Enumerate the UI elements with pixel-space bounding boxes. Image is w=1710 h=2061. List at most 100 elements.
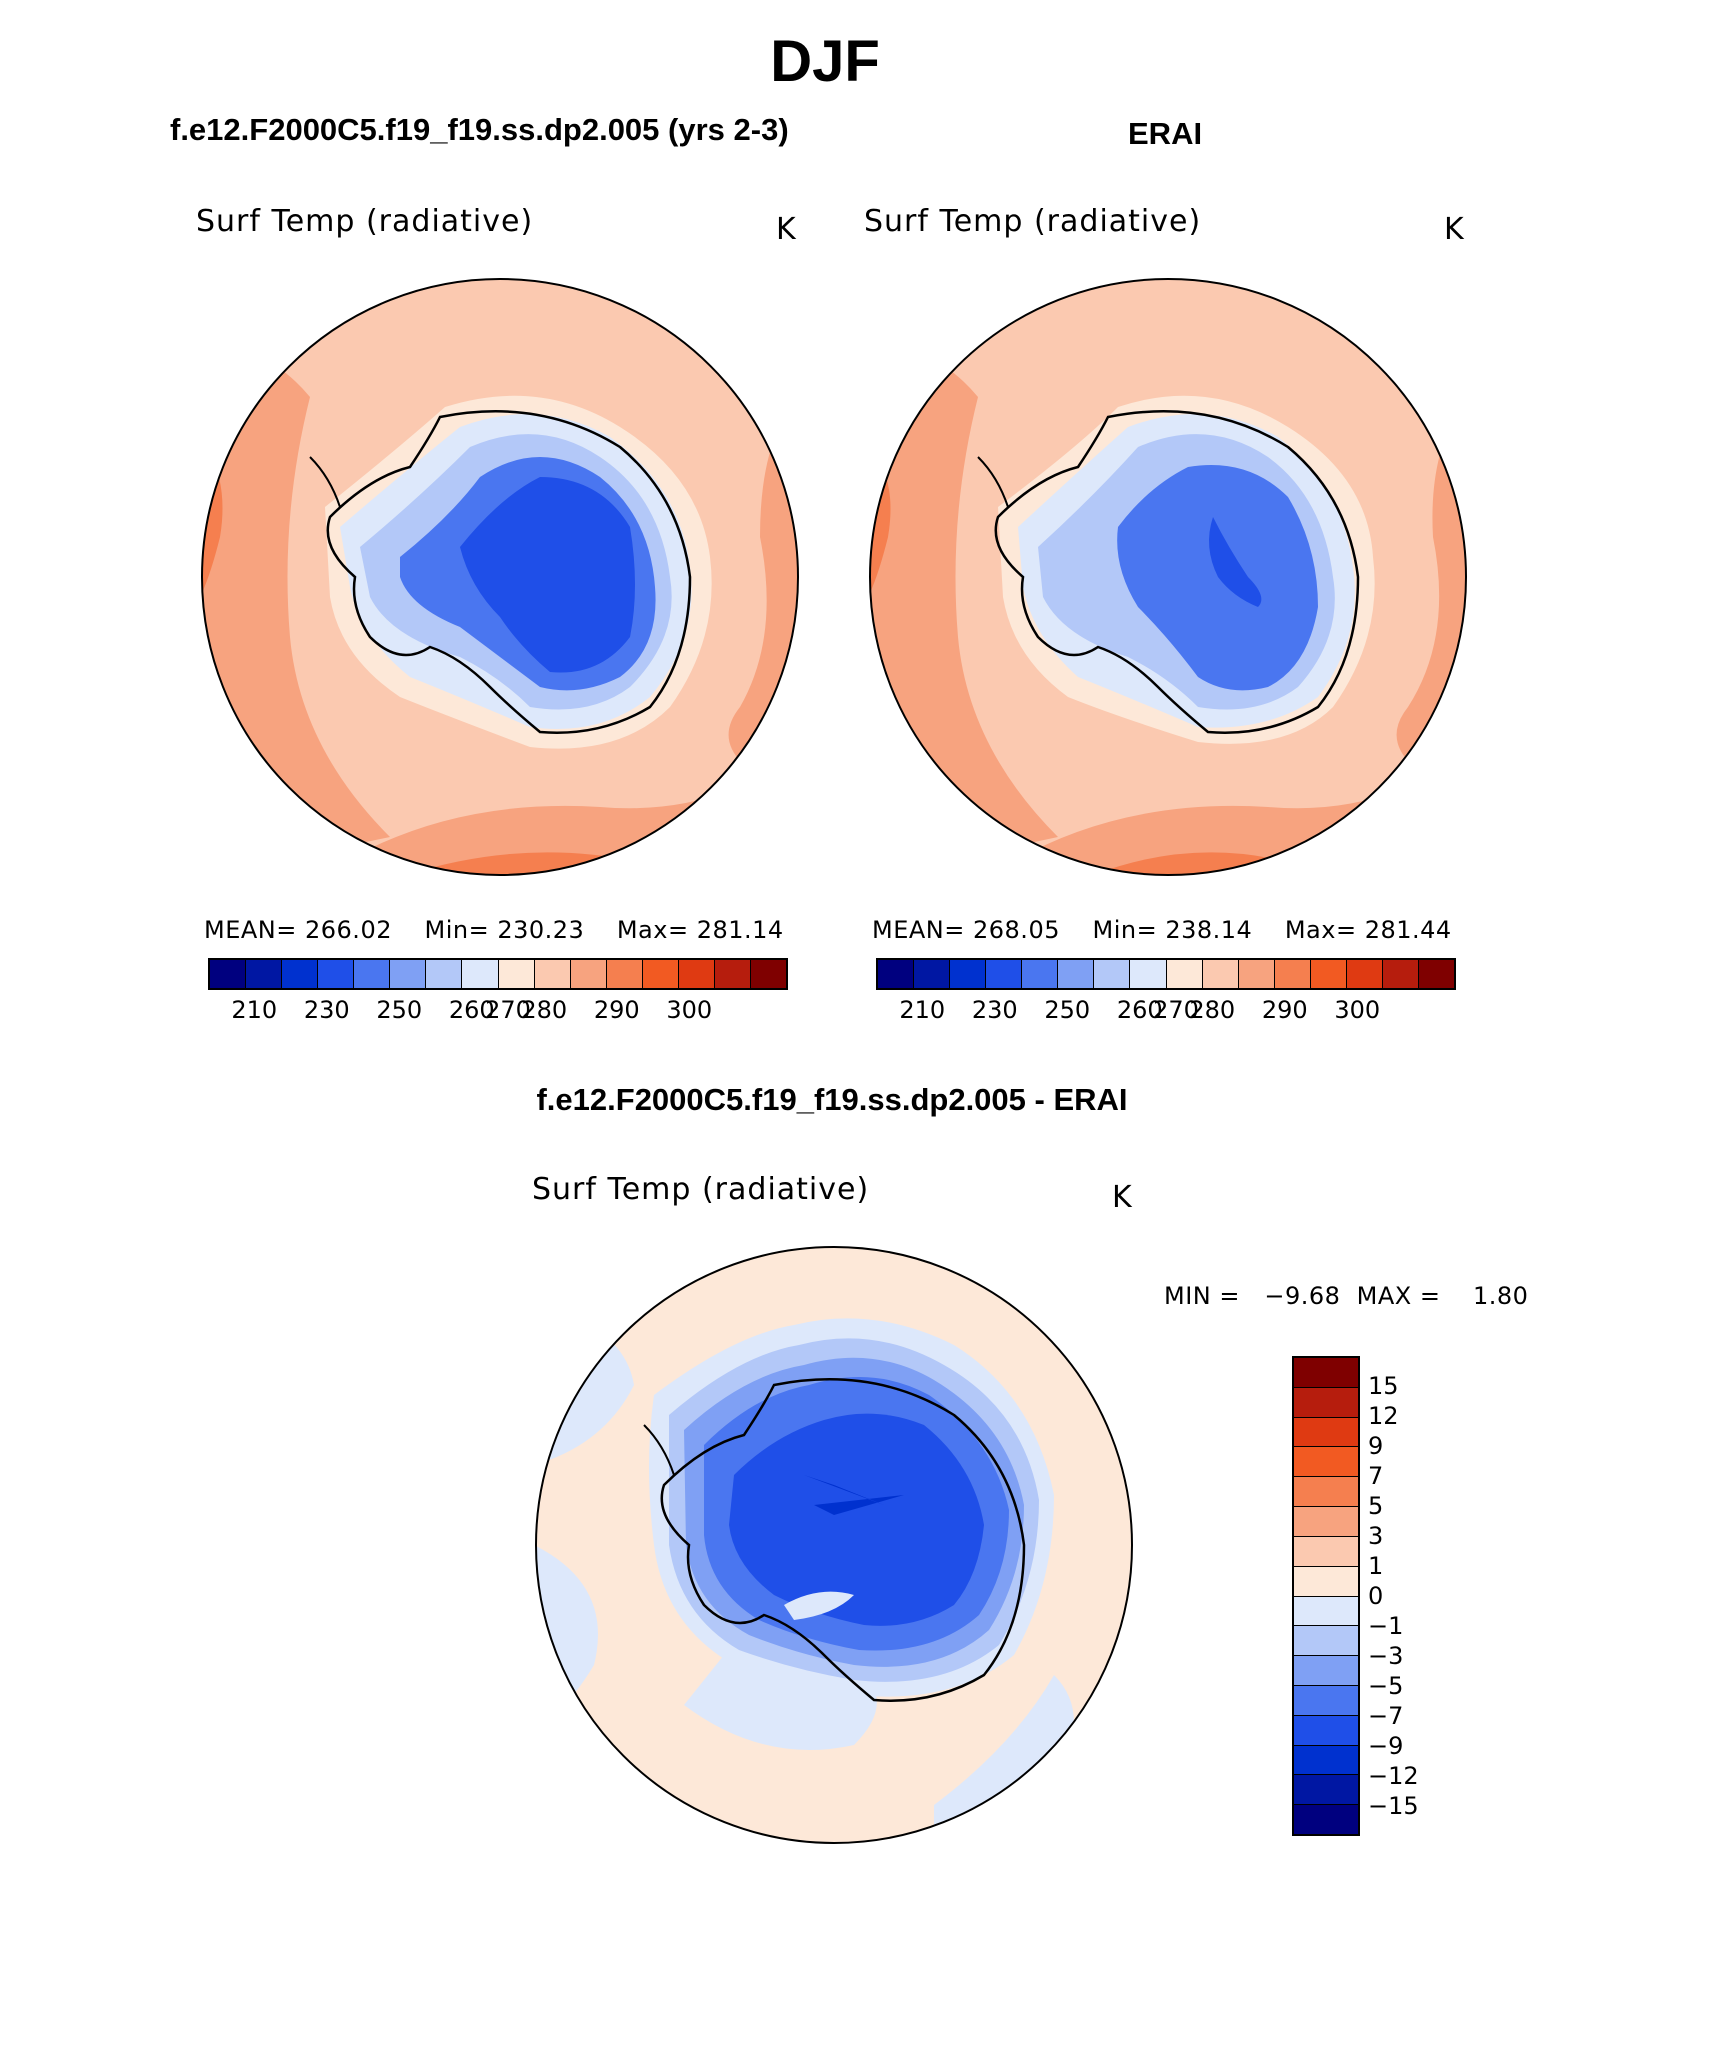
colorbar-swatch (1294, 1775, 1358, 1806)
panel-2-field-label: Surf Temp (radiative) (864, 204, 1202, 239)
colorbar-tick-label: 290 (593, 996, 640, 1024)
colorbar-swatch (498, 960, 535, 988)
colorbar-tick-label: 5 (1368, 1492, 1384, 1520)
colorbar-tick-label: −7 (1368, 1702, 1404, 1730)
colorbar-tick-label: 290 (1261, 996, 1308, 1024)
panel-1-colorbar (208, 958, 788, 990)
colorbar-swatch (246, 960, 283, 988)
colorbar-swatch (1294, 1745, 1358, 1776)
colorbar-swatch (714, 960, 751, 988)
diff-title: f.e12.F2000C5.f19_f19.ss.dp2.005 - ERAI (536, 1082, 1128, 1117)
colorbar-tick-label: 280 (1189, 996, 1236, 1024)
panel-1-min-label: Min= (424, 916, 490, 944)
colorbar-tick-label: 210 (231, 996, 278, 1024)
colorbar-swatch (1382, 960, 1419, 988)
colorbar-swatch (354, 960, 391, 988)
panel-1-mean-value: 266.02 (305, 916, 392, 944)
colorbar-tick-label: 3 (1368, 1522, 1384, 1550)
colorbar-tick-label: −3 (1368, 1642, 1404, 1670)
colorbar-swatch (426, 960, 463, 988)
colorbar-tick-label: 270 (485, 996, 531, 1024)
colorbar-tick-label: 12 (1368, 1402, 1399, 1430)
colorbar-swatch (1294, 1715, 1358, 1746)
colorbar-swatch (1022, 960, 1059, 988)
colorbar-swatch (1238, 960, 1275, 988)
colorbar-swatch (1294, 1685, 1358, 1716)
panel-1-units: K (776, 212, 797, 247)
colorbar-swatch (1294, 1805, 1358, 1834)
panel-2-stats: MEAN= 268.05 Min= 238.14 Max= 281.44 (872, 916, 1452, 944)
diff-colorbar (1292, 1356, 1360, 1836)
colorbar-swatch (1058, 960, 1095, 988)
panel-1-field-label: Surf Temp (radiative) (196, 204, 534, 239)
colorbar-swatch (950, 960, 987, 988)
colorbar-swatch (1166, 960, 1203, 988)
colorbar-swatch (986, 960, 1023, 988)
colorbar-tick-label: 260 (448, 996, 495, 1024)
colorbar-swatch (1294, 1536, 1358, 1567)
colorbar-swatch (1294, 1447, 1358, 1478)
colorbar-tick-label: 270 (1153, 996, 1199, 1024)
colorbar-swatch (282, 960, 319, 988)
colorbar-swatch (1294, 1417, 1358, 1448)
colorbar-tick-label: −9 (1368, 1732, 1404, 1760)
map-difference-south-pole (535, 1246, 1133, 1844)
colorbar-swatch (1294, 1477, 1358, 1508)
colorbar-tick-label: 230 (971, 996, 1018, 1024)
colorbar-swatch (1202, 960, 1239, 988)
colorbar-swatch (534, 960, 571, 988)
panel-1-min-value: 230.23 (497, 916, 585, 944)
panel-2-units: K (1444, 212, 1465, 247)
colorbar-tick-label: 0 (1368, 1582, 1384, 1610)
map-erai-south-pole (869, 278, 1467, 876)
colorbar-tick-label: 230 (303, 996, 350, 1024)
colorbar-tick-label: 210 (899, 996, 946, 1024)
figure-title: DJF (770, 29, 880, 94)
colorbar-tick-label: 250 (1044, 996, 1091, 1024)
map-model-south-pole (201, 278, 799, 876)
panel-1-mean-label: MEAN= (204, 916, 297, 944)
colorbar-swatch (318, 960, 355, 988)
panel-1-max-value: 281.14 (696, 916, 784, 944)
panel-2-mean-value: 268.05 (973, 916, 1060, 944)
panel-1-max-label: Max= (616, 916, 689, 944)
panel-2-case-title: ERAI (1128, 116, 1203, 151)
colorbar-tick-label: 300 (666, 996, 713, 1024)
panel-2-max-value: 281.44 (1364, 916, 1452, 944)
colorbar-swatch (1294, 1566, 1358, 1597)
colorbar-swatch (1130, 960, 1167, 988)
colorbar-tick-label: 260 (1116, 996, 1163, 1024)
colorbar-tick-label: −5 (1368, 1672, 1404, 1700)
colorbar-swatch (1294, 1596, 1358, 1627)
colorbar-tick-label: 250 (376, 996, 423, 1024)
colorbar-tick-label: 7 (1368, 1462, 1384, 1490)
colorbar-tick-label: 280 (521, 996, 568, 1024)
colorbar-tick-label: 1 (1368, 1552, 1384, 1580)
diff-units: K (1112, 1180, 1133, 1215)
diff-minmax: MIN = −9.68 MAX = 1.80 (1164, 1282, 1529, 1310)
panel-2-min-value: 238.14 (1165, 916, 1253, 944)
colorbar-swatch (1294, 1507, 1358, 1537)
colorbar-swatch (1294, 1358, 1358, 1388)
colorbar-swatch (210, 960, 247, 988)
colorbar-swatch (1294, 1387, 1358, 1418)
panel-2-mean-label: MEAN= (872, 916, 965, 944)
colorbar-tick-label: 9 (1368, 1432, 1384, 1460)
colorbar-swatch (642, 960, 679, 988)
colorbar-tick-label: 300 (1334, 996, 1381, 1024)
panel-1-stats: MEAN= 266.02 Min= 230.23 Max= 281.14 (204, 916, 784, 944)
colorbar-swatch (914, 960, 951, 988)
colorbar-tick-label: −12 (1368, 1762, 1419, 1790)
panel-2-max-label: Max= (1284, 916, 1357, 944)
panel-1-case-title: f.e12.F2000C5.f19_f19.ss.dp2.005 (yrs 2-… (170, 112, 789, 147)
colorbar-tick-label: −15 (1368, 1792, 1419, 1820)
colorbar-swatch (678, 960, 715, 988)
colorbar-swatch (1274, 960, 1311, 988)
colorbar-swatch (606, 960, 643, 988)
colorbar-swatch (878, 960, 915, 988)
colorbar-swatch (570, 960, 607, 988)
colorbar-tick-label: 15 (1368, 1372, 1399, 1400)
colorbar-swatch (390, 960, 427, 988)
colorbar-swatch (1294, 1656, 1358, 1686)
colorbar-swatch (1294, 1626, 1358, 1657)
